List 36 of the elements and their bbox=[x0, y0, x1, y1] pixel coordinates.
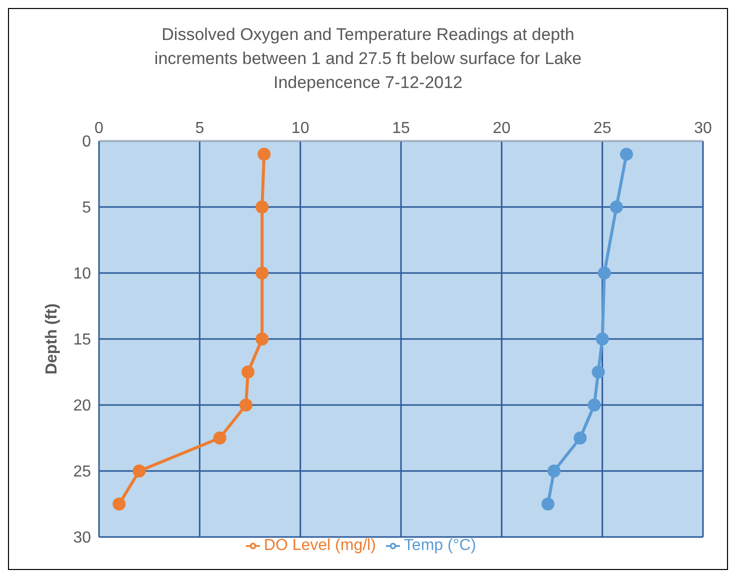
x-tick-label: 0 bbox=[94, 120, 104, 137]
point bbox=[256, 200, 269, 214]
point bbox=[258, 148, 271, 161]
y-tick-label: 10 bbox=[73, 266, 92, 283]
y-tick-label: 20 bbox=[73, 398, 92, 415]
point bbox=[596, 332, 609, 346]
legend-label: DO Level (mg/l) bbox=[264, 537, 376, 554]
x-tick-label: 20 bbox=[492, 120, 511, 137]
x-tick-label: 5 bbox=[195, 120, 204, 137]
y-axis-title: Depth (ft) bbox=[44, 303, 61, 375]
point bbox=[574, 432, 587, 444]
point bbox=[592, 366, 605, 378]
point bbox=[588, 398, 601, 412]
chart-title: Dissolved Oxygen and Temperature Readings at depth increments between 1 and 27.5 ft below surface for Lake Indepencence 7-12-2012 bbox=[153, 24, 583, 94]
point bbox=[256, 332, 269, 346]
x-tick-label: 15 bbox=[392, 120, 410, 137]
y-tick-label: 0 bbox=[82, 134, 92, 151]
y-tick-label: 15 bbox=[73, 332, 92, 349]
x-tick-label: 10 bbox=[291, 120, 310, 137]
y-tick-label: 5 bbox=[82, 200, 92, 217]
point bbox=[610, 200, 623, 214]
point bbox=[541, 498, 554, 510]
point bbox=[112, 498, 126, 510]
x-tick-label: 30 bbox=[694, 120, 712, 137]
legend-label: Temp (°C) bbox=[404, 537, 476, 554]
point bbox=[241, 366, 254, 378]
x-tick-label: 25 bbox=[593, 120, 612, 137]
point bbox=[213, 432, 226, 444]
point bbox=[239, 398, 252, 412]
point bbox=[548, 464, 561, 478]
point bbox=[598, 266, 611, 280]
point bbox=[620, 148, 633, 161]
y-tick-label: 25 bbox=[73, 464, 92, 481]
y-tick-label: 30 bbox=[73, 530, 92, 547]
point bbox=[256, 266, 269, 280]
point bbox=[132, 464, 146, 478]
